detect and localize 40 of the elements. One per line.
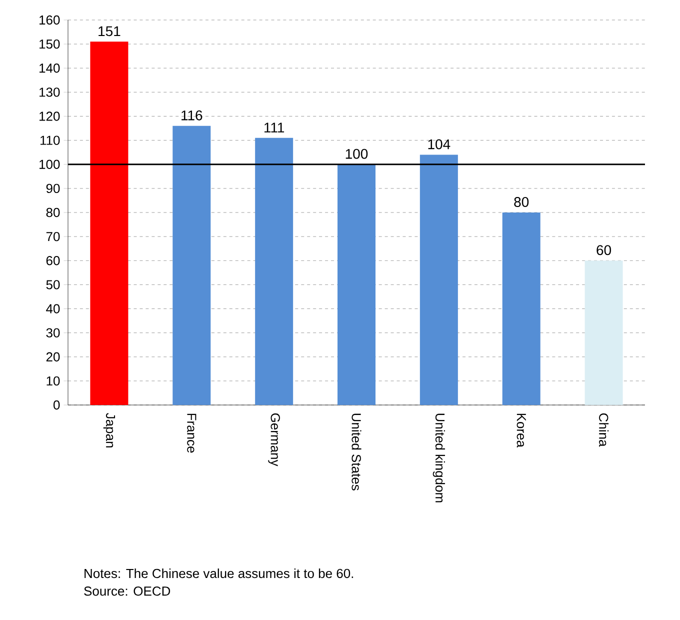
bar <box>420 154 458 405</box>
data-label: 111 <box>264 122 284 132</box>
y-tick-label: 30 <box>46 328 60 338</box>
x-tick-label: Japan <box>103 412 116 448</box>
data-label: 151 <box>98 26 120 36</box>
y-tick-label: 80 <box>46 208 60 218</box>
x-tick-label: China <box>599 413 609 447</box>
y-tick-label: 140 <box>40 64 60 73</box>
bar <box>255 138 294 405</box>
bar <box>338 164 376 405</box>
data-label: 100 <box>346 148 368 159</box>
text: Notes: The Chinese value assumes it to be 60. <box>84 568 354 578</box>
data-label: 116 <box>182 110 202 120</box>
y-tick-label: 150 <box>40 39 60 49</box>
bar <box>584 260 623 405</box>
bar <box>502 212 540 405</box>
y-tick-label: 40 <box>46 304 60 314</box>
y-tick-label: 50 <box>46 280 60 290</box>
y-tick-label: 100 <box>40 160 60 169</box>
x-tick-label: France <box>187 414 196 453</box>
y-tick-label: 60 <box>46 256 60 266</box>
x-tick-label: Korea <box>516 414 526 448</box>
x-tick-label: United kingdom <box>432 414 445 502</box>
bar <box>90 42 128 405</box>
x-tick-label: United States <box>352 414 362 490</box>
x-tick-label: Germany <box>268 413 280 466</box>
y-tick-label: 130 <box>40 88 60 97</box>
y-tick-label: 0 <box>54 400 60 410</box>
y-tick-label: 20 <box>46 352 60 362</box>
data-label: 80 <box>514 197 529 207</box>
data-label: 104 <box>428 139 450 150</box>
y-tick-label: 120 <box>40 112 60 121</box>
y-tick-label: 160 <box>40 15 60 25</box>
source-note: Source: OECD <box>84 586 170 596</box>
y-tick-label: 110 <box>40 136 60 145</box>
y-tick-label: 70 <box>46 232 60 242</box>
y-tick-label: 10 <box>46 376 60 386</box>
y-tick-label: 90 <box>46 184 60 194</box>
data-label: 60 <box>596 245 612 256</box>
bar <box>172 126 211 405</box>
